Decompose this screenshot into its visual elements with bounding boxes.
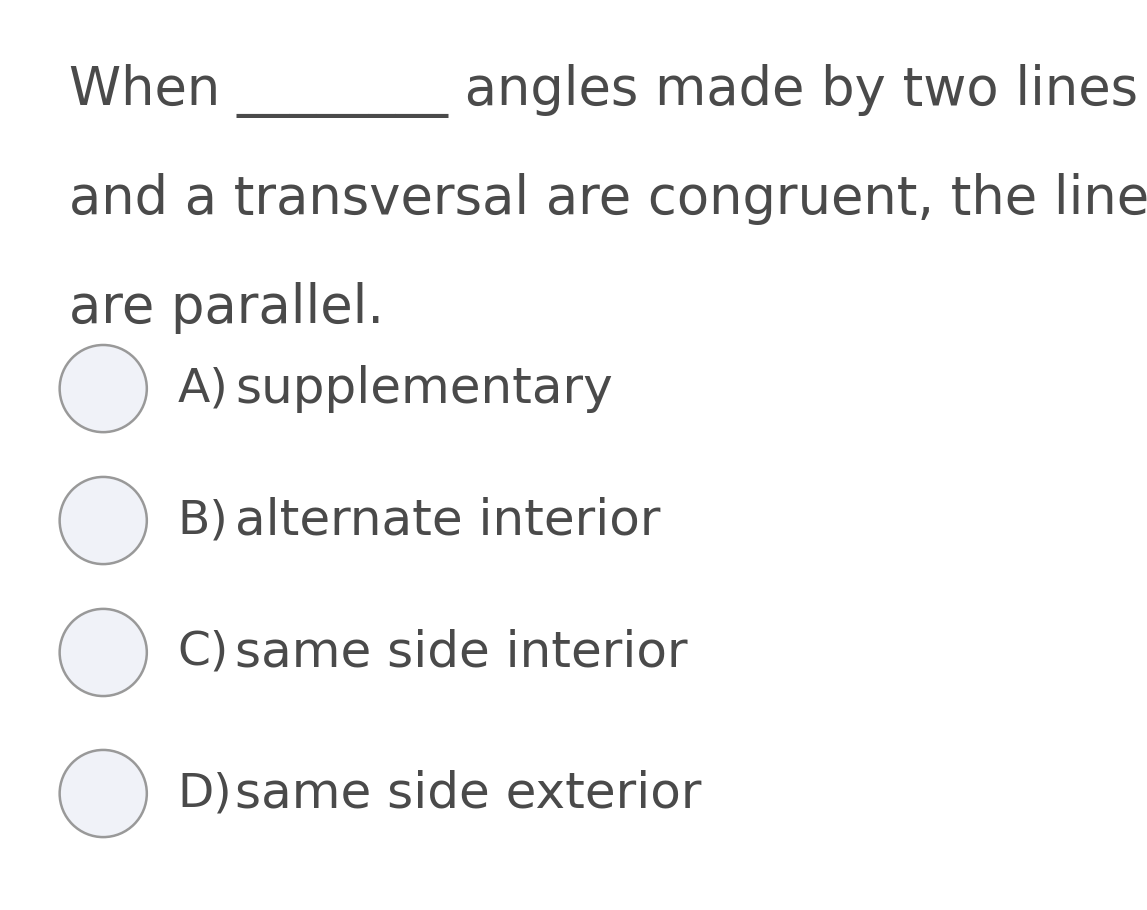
Ellipse shape <box>60 477 147 564</box>
Text: are parallel.: are parallel. <box>69 282 384 334</box>
Text: C): C) <box>178 630 229 675</box>
Ellipse shape <box>60 750 147 837</box>
Text: supplementary: supplementary <box>235 365 612 412</box>
Text: alternate interior: alternate interior <box>235 497 661 544</box>
Text: A): A) <box>178 366 228 411</box>
Text: same side interior: same side interior <box>235 629 688 676</box>
Text: When ________ angles made by two lines: When ________ angles made by two lines <box>69 64 1138 117</box>
Text: D): D) <box>178 771 233 816</box>
Ellipse shape <box>60 345 147 432</box>
Text: and a transversal are congruent, the lines: and a transversal are congruent, the lin… <box>69 173 1147 225</box>
Text: B): B) <box>178 498 228 543</box>
Ellipse shape <box>60 609 147 696</box>
Text: same side exterior: same side exterior <box>235 770 702 817</box>
